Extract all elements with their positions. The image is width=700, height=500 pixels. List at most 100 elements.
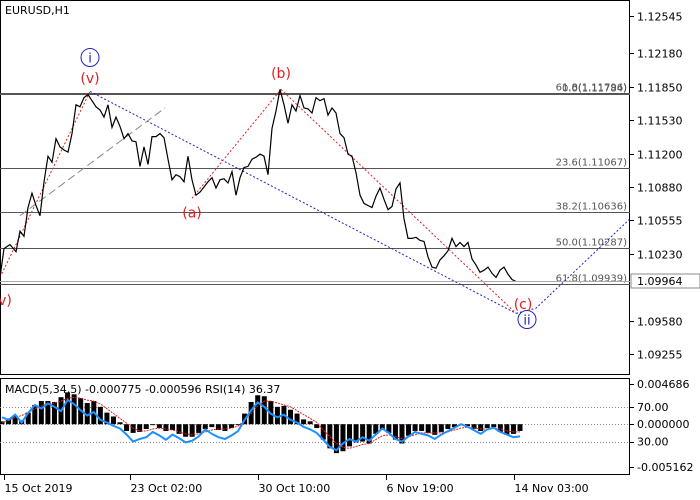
macd-bar bbox=[163, 424, 169, 431]
macd-bar bbox=[392, 424, 398, 440]
indicator-tick-label: 70.00 bbox=[637, 401, 669, 414]
macd-bar bbox=[196, 424, 202, 433]
macd-bar bbox=[209, 424, 215, 428]
symbol-label: EURUSD,H1 bbox=[5, 4, 70, 17]
wave-labels: iii(v) (b)(a)(c)v) bbox=[0, 48, 537, 330]
fibonacci-levels: 61.8(1.11796)0.0(1.11784) 23.6(1.11067) 38… bbox=[0, 83, 630, 285]
macd-bar bbox=[432, 424, 438, 435]
macd-bar bbox=[484, 424, 490, 429]
indicator-tick-label: -0.005162 bbox=[637, 461, 693, 474]
time-tick-label: 23 Oct 02:00 bbox=[131, 482, 203, 495]
macd-bar bbox=[25, 412, 31, 425]
indicator-axis: 0.004686 70.00 0.000000 30.00 -0.005162 bbox=[630, 378, 693, 474]
macd-bar bbox=[333, 424, 339, 454]
macd-bar bbox=[6, 418, 12, 425]
macd-bar bbox=[294, 413, 300, 425]
macd-bar bbox=[228, 424, 234, 429]
time-axis: 15 Oct 2019 23 Oct 02:00 30 Oct 10:00 6 Nov… bbox=[4, 475, 589, 495]
macd-bar bbox=[143, 424, 149, 430]
macd-bar bbox=[137, 424, 143, 432]
macd-bar bbox=[478, 424, 484, 431]
time-tick-label: 14 Nov 03:00 bbox=[515, 482, 589, 495]
wave-label-circle bbox=[517, 310, 537, 330]
macd-bar bbox=[301, 419, 307, 425]
macd-bar bbox=[360, 424, 366, 442]
price-tick-label: 1.09255 bbox=[637, 349, 683, 362]
macd-bar bbox=[366, 424, 372, 444]
macd-bar bbox=[169, 424, 175, 430]
macd-bar bbox=[84, 402, 90, 425]
indicator-series bbox=[0, 392, 630, 454]
macd-bar bbox=[51, 402, 57, 425]
macd-bar bbox=[399, 424, 405, 444]
macd-bar bbox=[261, 396, 267, 425]
macd-bar bbox=[117, 422, 123, 425]
macd-bar bbox=[504, 424, 510, 435]
price-tick-label: 1.12545 bbox=[637, 11, 683, 24]
macd-bar bbox=[189, 424, 195, 437]
macd-bar bbox=[65, 392, 71, 425]
macd-bar bbox=[425, 424, 431, 433]
fib-level-label: 61.8(1.11796) bbox=[556, 83, 628, 94]
macd-bar bbox=[156, 424, 162, 429]
macd-bar bbox=[491, 424, 497, 428]
macd-bar bbox=[124, 424, 130, 431]
macd-bar bbox=[517, 424, 523, 431]
wave-label: ii bbox=[523, 314, 530, 329]
macd-bar bbox=[340, 424, 346, 452]
projection-line bbox=[515, 218, 631, 314]
fib-level-label: 23.6(1.11067) bbox=[556, 158, 628, 169]
wave-a-b-line bbox=[191, 89, 282, 199]
time-tick-label: 30 Oct 10:00 bbox=[259, 482, 331, 495]
macd-bar bbox=[327, 424, 333, 449]
price-tick-label: 1.11530 bbox=[637, 115, 683, 128]
wave-label: (b) bbox=[271, 66, 291, 82]
macd-bar bbox=[307, 421, 313, 425]
rsi-line bbox=[1, 398, 521, 452]
fib-level-label: 61.8(1.09939) bbox=[556, 274, 628, 285]
macd-bar bbox=[222, 424, 228, 431]
macd-bar bbox=[0, 421, 5, 425]
price-tick-label: 1.11850 bbox=[637, 82, 683, 95]
macd-bar bbox=[373, 424, 379, 434]
macd-bar bbox=[235, 424, 241, 426]
price-tick-label: 1.11200 bbox=[637, 149, 683, 162]
wave-v-line bbox=[0, 91, 91, 278]
time-tick-label: 15 Oct 2019 bbox=[5, 482, 73, 495]
macd-bar bbox=[451, 424, 457, 428]
macd-bar bbox=[419, 424, 425, 431]
price-tick-label: 1.10230 bbox=[637, 249, 683, 262]
fib-level-label: 0.0(1.11784) bbox=[562, 84, 627, 95]
macd-bar bbox=[497, 424, 503, 432]
macd-bar bbox=[110, 416, 116, 425]
macd-bar bbox=[45, 401, 51, 425]
wave-label: (a) bbox=[182, 206, 202, 222]
macd-bar bbox=[150, 424, 156, 426]
wave-label: i bbox=[88, 52, 92, 67]
macd-bar bbox=[314, 424, 320, 429]
macd-bar bbox=[438, 424, 444, 432]
macd-bar bbox=[445, 424, 451, 430]
current-price-label: 1.09964 bbox=[637, 275, 683, 288]
macd-bar bbox=[386, 424, 392, 433]
time-tick-label: 6 Nov 19:00 bbox=[387, 482, 454, 495]
macd-bar bbox=[202, 424, 208, 430]
fib-level-label: 38.2(1.10636) bbox=[556, 202, 628, 213]
price-series bbox=[0, 89, 517, 283]
macd-bar bbox=[274, 406, 280, 425]
wave-label-circle bbox=[80, 48, 100, 68]
price-tick-label: 1.12180 bbox=[637, 48, 683, 61]
macd-bar bbox=[379, 424, 385, 430]
price-line bbox=[0, 89, 517, 283]
macd-bar bbox=[71, 394, 77, 425]
macd-bar bbox=[510, 424, 516, 434]
macd-bar bbox=[183, 424, 189, 437]
macd-bar bbox=[97, 406, 103, 425]
indicator-tick-label: 0.004686 bbox=[637, 378, 690, 391]
current-price-box bbox=[630, 273, 700, 289]
indicator-tick-label: 30.00 bbox=[637, 436, 669, 449]
price-tick-label: 1.09580 bbox=[637, 316, 683, 329]
macd-bar bbox=[288, 409, 294, 425]
macd-bar bbox=[347, 424, 353, 447]
